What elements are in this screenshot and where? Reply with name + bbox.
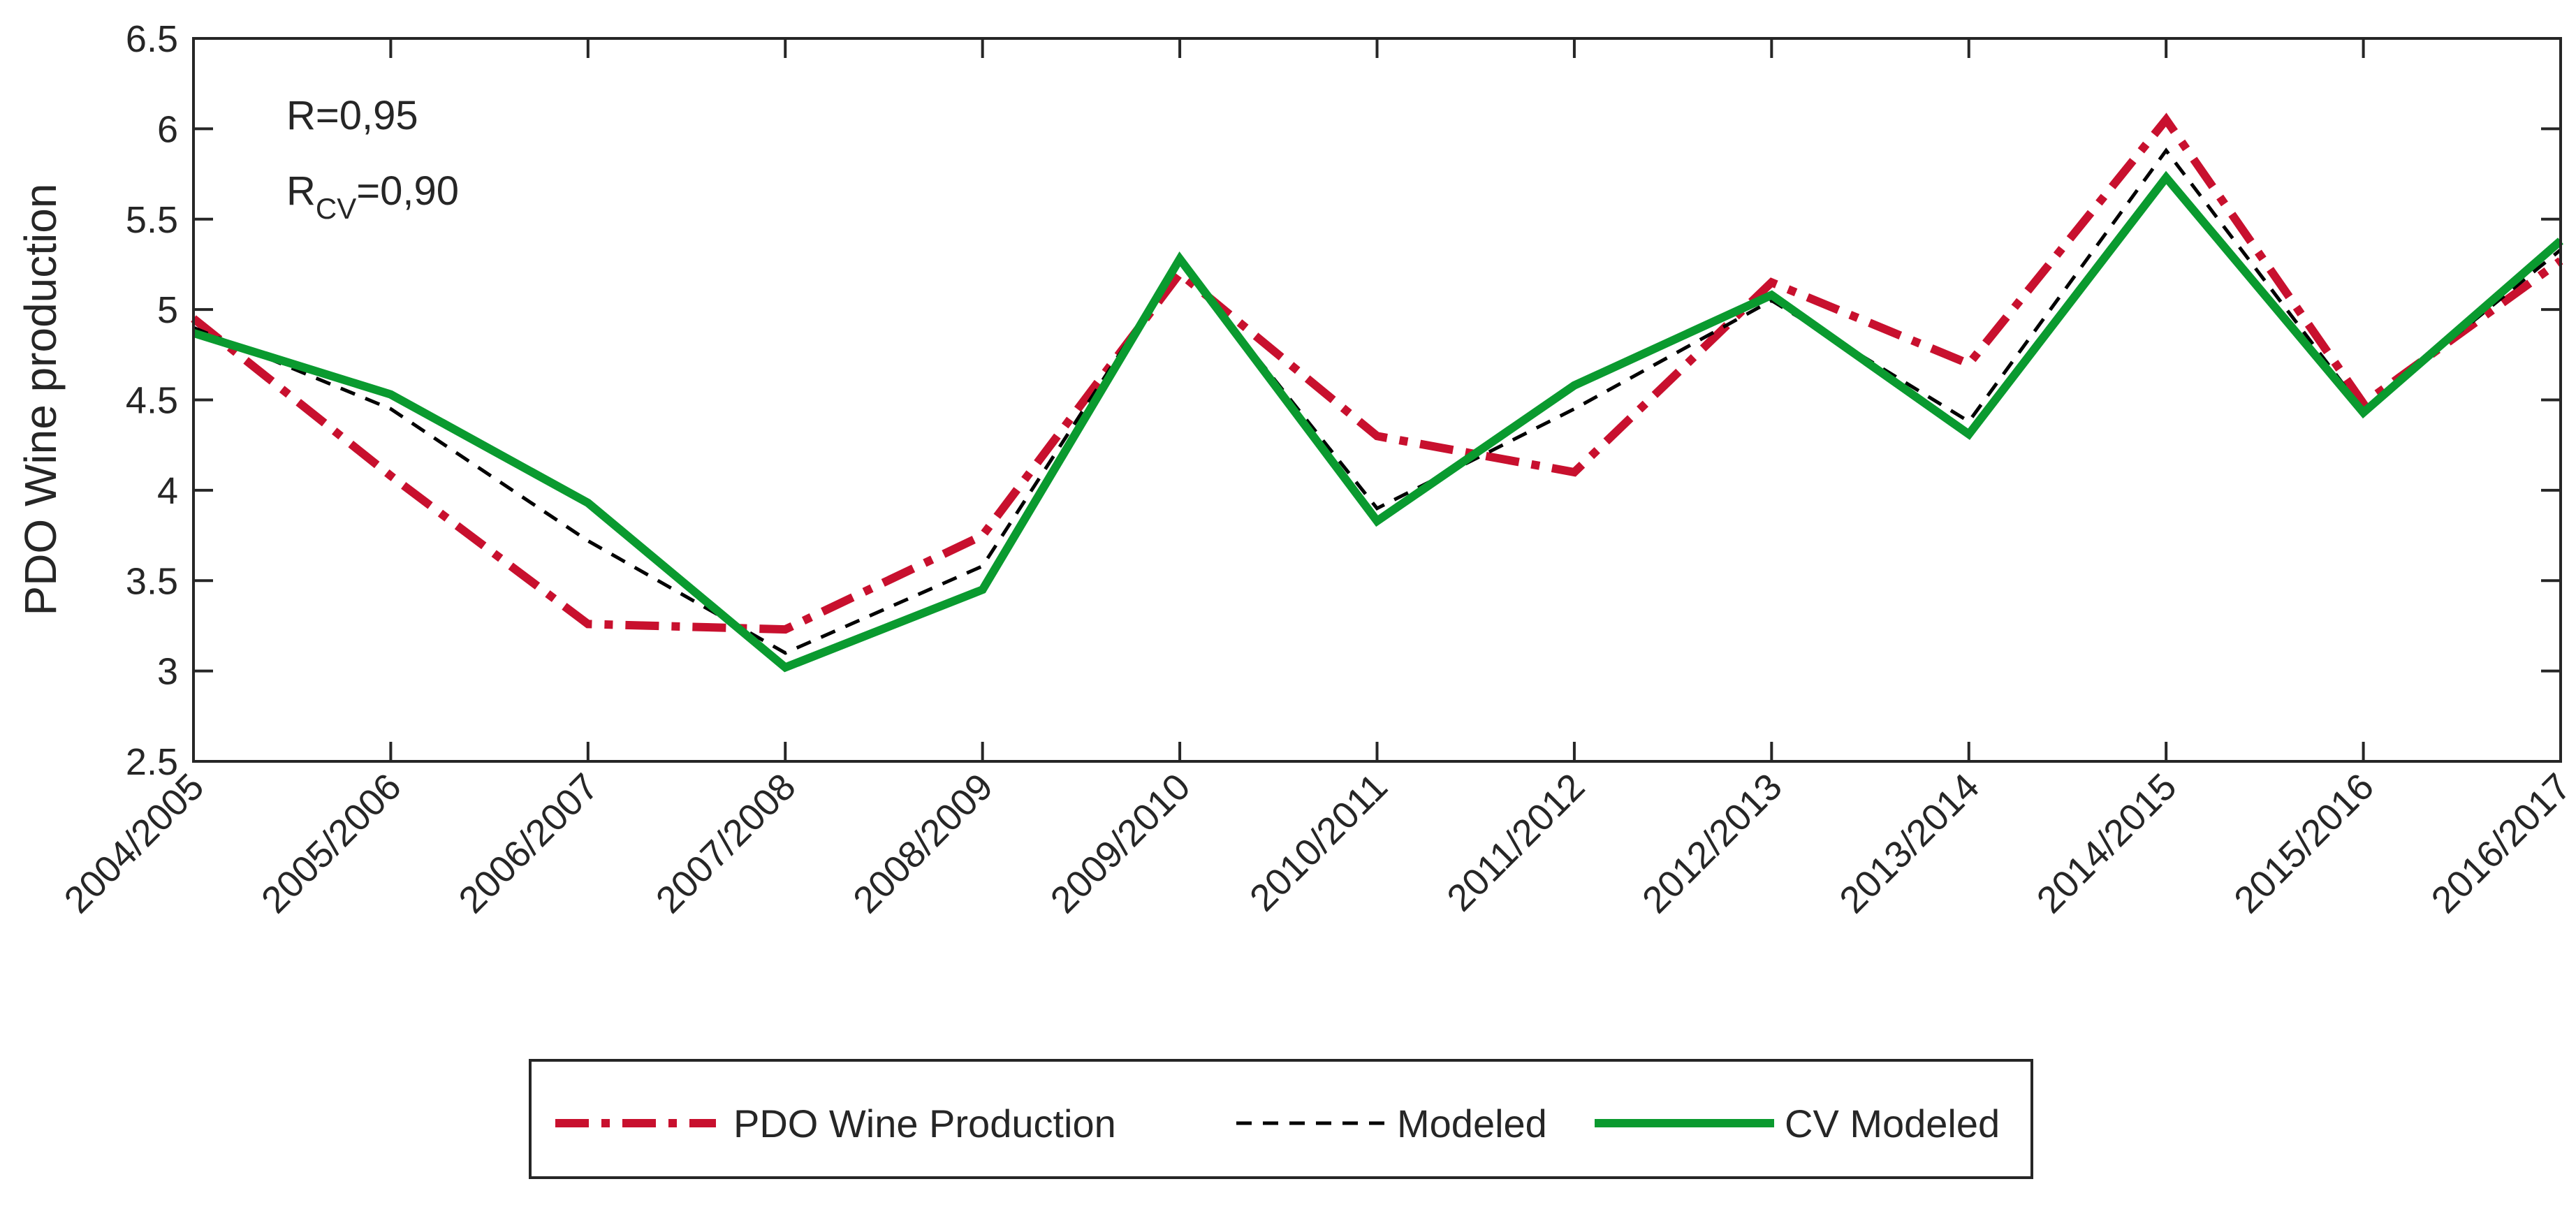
rcv-prefix: R [286, 168, 316, 214]
y-tick-label: 5 [157, 289, 178, 331]
rcv-annotation: RCV=0,90 [286, 168, 459, 225]
r-annotation: R=0,95 [286, 93, 418, 138]
y-tick-label: 3.5 [126, 560, 178, 602]
legend-label-pdo: PDO Wine Production [733, 1102, 1116, 1146]
series-line-pdo-wine-production [191, 112, 2563, 634]
legend-box [529, 1059, 2033, 1179]
y-tick-label: 3 [157, 651, 178, 693]
y-tick-label: 4.5 [126, 380, 178, 422]
series-line-modeled [193, 147, 2562, 655]
y-tick-label: 2.5 [126, 741, 178, 783]
y-ticks: 2.5 3 3.5 4 4.5 5 5.5 6 6.5 [126, 18, 2561, 783]
y-tick-label: 6 [157, 108, 178, 150]
legend-label-modeled: Modeled [1397, 1102, 1547, 1146]
series-line-cv-modeled [192, 170, 2563, 673]
y-axis-label: PDO Wine production [15, 184, 66, 616]
rcv-value: =0,90 [356, 168, 459, 214]
y-tick-label: 4 [157, 470, 178, 512]
y-tick-label: 6.5 [126, 18, 178, 60]
series-layer [191, 112, 2563, 673]
legend: PDO Wine Production Modeled CV Modeled [529, 1059, 2033, 1179]
legend-label-cv: CV Modeled [1785, 1102, 2000, 1146]
y-tick-label: 5.5 [126, 199, 178, 241]
rcv-subscript: CV [316, 192, 356, 225]
axes-box [192, 37, 2562, 763]
